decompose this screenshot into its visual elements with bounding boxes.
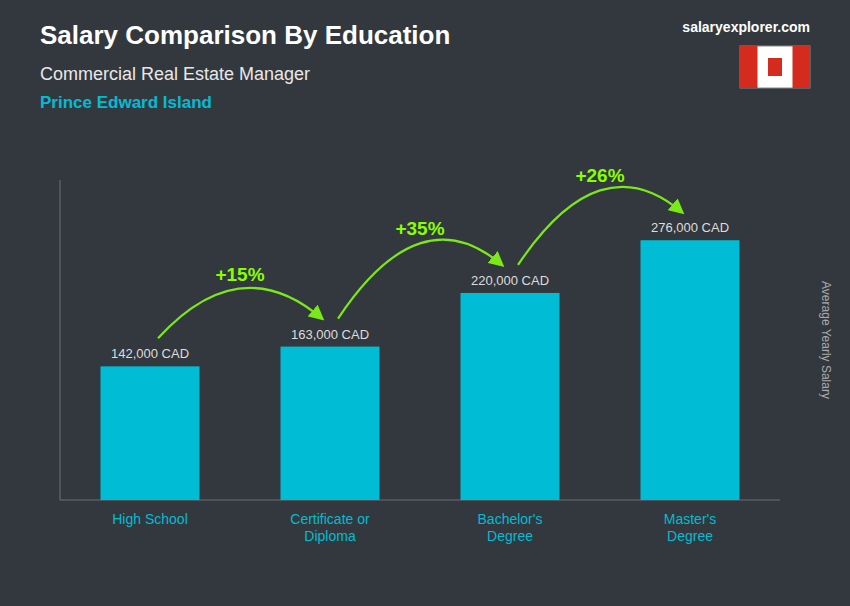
y-axis-line — [60, 180, 61, 500]
data-label: 142,000 CAD — [111, 346, 189, 361]
bar — [101, 366, 200, 500]
category-line: Degree — [487, 528, 533, 544]
bar — [641, 240, 740, 500]
category-line: High School — [112, 511, 188, 527]
category-label: Bachelor'sDegree — [478, 511, 543, 544]
source: salaryexplorer.com — [682, 19, 810, 35]
annotation: +26% — [575, 165, 624, 186]
flag-stripe — [740, 46, 758, 88]
flag-field — [740, 46, 810, 88]
data-label: 276,000 CAD — [651, 220, 729, 235]
y-axis-label: Average Yearly Salary — [819, 281, 833, 399]
flag-emblem — [768, 58, 782, 76]
category-label: High School — [112, 511, 188, 527]
subtitle: Commercial Real Estate Manager — [40, 64, 310, 84]
bar — [281, 347, 380, 500]
category-line: Certificate or — [290, 511, 370, 527]
chart: Salary Comparison By Education Commercial… — [0, 0, 850, 606]
data-label: 220,000 CAD — [471, 273, 549, 288]
bar — [461, 293, 560, 500]
annotation: +15% — [215, 264, 264, 285]
change-arrow — [518, 187, 682, 265]
category-line: Bachelor's — [478, 511, 543, 527]
background — [0, 0, 850, 606]
category-label: Master'sDegree — [664, 511, 716, 544]
flag — [740, 46, 810, 88]
category-label: Certificate orDiploma — [290, 511, 370, 544]
change-arrow — [158, 288, 322, 338]
category-line: Diploma — [304, 528, 356, 544]
title: Salary Comparison By Education — [40, 20, 450, 50]
annotation: +35% — [395, 218, 444, 239]
category-line: Master's — [664, 511, 716, 527]
change-arrow — [338, 240, 502, 319]
category-line: Degree — [667, 528, 713, 544]
subtitle: Prince Edward Island — [40, 93, 212, 112]
data-label: 163,000 CAD — [291, 327, 369, 342]
flag-stripe — [793, 46, 811, 88]
